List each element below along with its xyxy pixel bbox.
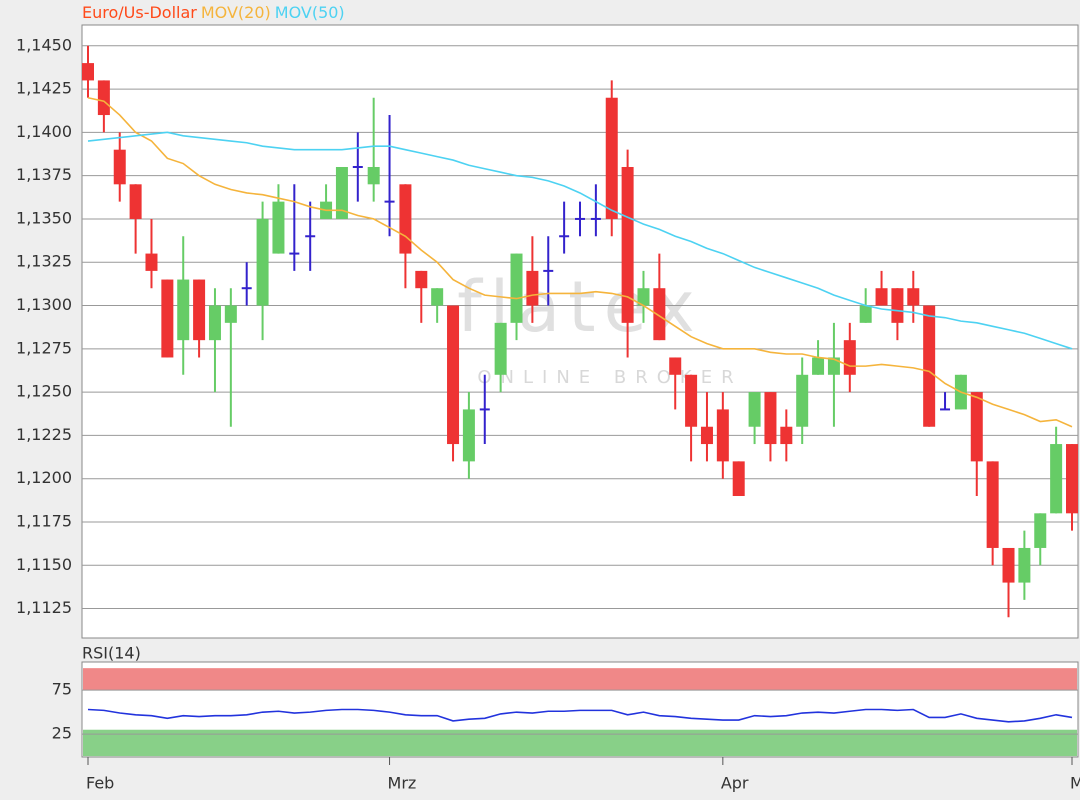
watermark: flatex	[457, 266, 703, 348]
legend-entry: MOV(20)	[201, 3, 271, 22]
y-tick-label: 1,1450	[16, 35, 72, 54]
candle-body	[415, 270, 428, 289]
candle-body	[843, 340, 856, 375]
price-panel	[81, 24, 1079, 639]
y-tick-label: 75	[52, 680, 72, 699]
candle-body	[986, 461, 999, 548]
candle-body	[764, 392, 777, 445]
y-tick-label: 1,1350	[16, 208, 72, 227]
candle-body	[669, 357, 682, 375]
x-tick-label: M	[1070, 774, 1080, 793]
y-tick-label: 25	[52, 724, 72, 743]
y-tick-label: 1,1225	[16, 425, 72, 444]
candle-body	[907, 288, 920, 306]
candle-body	[113, 149, 126, 185]
candle-body	[748, 392, 761, 427]
candle-body	[494, 322, 507, 375]
x-tick-label: Feb	[86, 774, 114, 793]
candle-body	[1002, 547, 1015, 583]
candle-body	[970, 392, 983, 462]
legend-entry: Euro/Us-Dollar	[82, 3, 197, 22]
candle-body	[208, 305, 221, 341]
candle-body	[891, 288, 904, 323]
candle-body	[685, 374, 698, 427]
candle-body	[97, 80, 110, 116]
candle-body	[796, 374, 809, 427]
candle-body	[193, 279, 206, 341]
candle-body	[145, 253, 158, 271]
moving-average	[87, 131, 1073, 350]
candle-body	[859, 305, 872, 323]
y-tick-label: 1,1400	[16, 122, 72, 141]
candle-body	[1034, 513, 1047, 548]
y-tick-label: 1,1150	[16, 555, 72, 574]
candle-body	[605, 97, 618, 219]
candle-body	[923, 305, 936, 427]
candle-body	[653, 288, 666, 341]
candle-body	[716, 409, 729, 462]
candle-body	[637, 288, 650, 306]
candle-body	[224, 305, 237, 323]
y-tick-label: 1,1300	[16, 295, 72, 314]
candle-body	[526, 270, 539, 306]
moving-average	[87, 96, 1073, 428]
candle-body	[161, 279, 174, 358]
candle-body	[335, 166, 348, 219]
x-tick-label: Apr	[721, 774, 749, 793]
rsi-band	[83, 668, 1077, 691]
y-tick-label: 1,1325	[16, 252, 72, 271]
candle-body	[447, 305, 460, 445]
candle-body	[431, 288, 444, 306]
candle-body	[462, 409, 475, 462]
candle-body	[827, 357, 840, 375]
legend: Euro/Us-Dollar MOV(20) MOV(50)	[82, 3, 345, 22]
candle-body	[1018, 547, 1031, 583]
candle-body	[621, 166, 634, 323]
candle-body	[272, 201, 285, 254]
candle-body	[812, 357, 825, 375]
candle-body	[732, 461, 745, 497]
y-tick-label: 1,1375	[16, 165, 72, 184]
rsi-legend: RSI(14)	[82, 644, 141, 663]
candle-body	[177, 279, 190, 341]
rsi-line	[87, 708, 1073, 723]
candle-body	[510, 253, 523, 323]
candle-body	[875, 288, 888, 306]
candle-body	[129, 184, 142, 219]
candle-body	[700, 426, 713, 445]
candle-body	[1050, 444, 1063, 514]
watermark-sub: ONLINE BROKER	[477, 367, 742, 388]
candle-body	[780, 426, 793, 445]
y-tick-label: 1,1425	[16, 79, 72, 98]
candle-body	[399, 184, 412, 254]
candle-body	[367, 166, 380, 185]
candle-body	[82, 63, 94, 81]
x-tick-label: Mrz	[388, 774, 417, 793]
candle-body	[1066, 444, 1078, 514]
candle-body	[256, 218, 269, 306]
y-tick-label: 1,1250	[16, 382, 72, 401]
y-tick-label: 1,1275	[16, 338, 72, 357]
y-tick-label: 1,1200	[16, 468, 72, 487]
y-tick-label: 1,1175	[16, 511, 72, 530]
y-tick-label: 1,1125	[16, 598, 72, 617]
legend-entry: MOV(50)	[275, 3, 345, 22]
